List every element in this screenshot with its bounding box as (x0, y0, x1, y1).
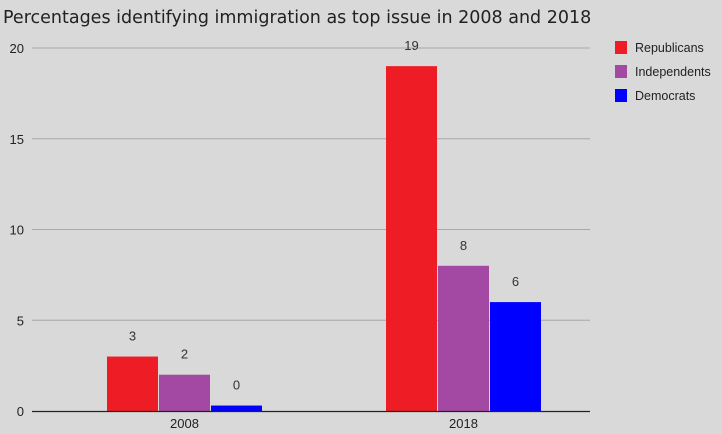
bar-republicans-2018 (386, 66, 437, 412)
y-tick-label: 20 (10, 41, 24, 56)
legend-label-democrats: Democrats (635, 89, 695, 103)
legend-label-independents: Independents (635, 65, 711, 79)
data-label: 3 (129, 329, 136, 344)
bar-republicans-2008 (107, 356, 158, 411)
bar-democrats-2008 (211, 405, 262, 411)
data-label: 0 (233, 378, 240, 393)
data-label: 6 (512, 274, 519, 289)
legend: Republicans Independents Democrats (615, 41, 711, 103)
x-tick-label: 2018 (449, 416, 478, 431)
y-tick-label: 10 (10, 223, 24, 238)
legend-swatch-independents (615, 65, 627, 78)
legend-swatch-republicans (615, 41, 627, 54)
data-label: 8 (460, 238, 467, 253)
grid-lines (32, 47, 590, 321)
legend-label-republicans: Republicans (635, 41, 704, 55)
bar-independents-2008 (159, 374, 210, 411)
y-axis: 0 5 10 15 20 (10, 41, 24, 419)
data-label: 19 (404, 38, 418, 53)
data-labels: 3 2 0 19 8 6 (129, 38, 519, 392)
y-tick-label: 5 (17, 313, 24, 328)
x-tick-label: 2008 (170, 416, 199, 431)
bar-democrats-2018 (490, 302, 541, 411)
bar-independents-2018 (438, 265, 489, 411)
chart-title: Percentages identifying immigration as t… (3, 8, 591, 28)
data-label: 2 (181, 347, 188, 362)
y-tick-label: 0 (17, 404, 24, 419)
bars (107, 66, 541, 412)
x-axis: 2008 2018 (32, 410, 590, 431)
legend-swatch-democrats (615, 89, 627, 102)
y-tick-label: 15 (10, 132, 24, 147)
